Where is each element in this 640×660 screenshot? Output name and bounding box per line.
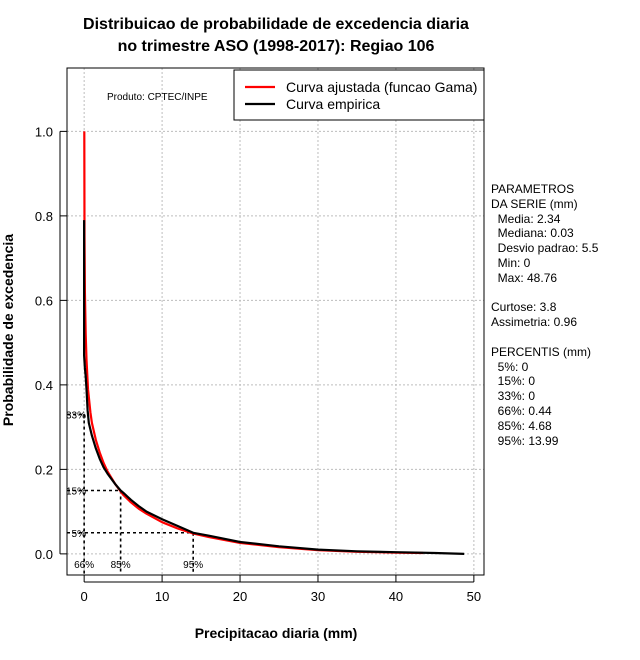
x-tick-label: 30 — [311, 589, 325, 604]
x-tick-label: 50 — [467, 589, 481, 604]
percentile-value-label: 66% — [74, 560, 94, 571]
panel-line: 15%: 0 — [491, 374, 536, 389]
y-tick-label: 1.0 — [35, 124, 53, 139]
panel-line: PERCENTIS (mm) — [491, 344, 591, 359]
panel-line: Media: 2.34 — [491, 211, 561, 226]
y-tick-label: 0.6 — [35, 293, 53, 308]
percentile-prob-label: 33% — [66, 410, 86, 421]
panel-line — [491, 330, 598, 345]
percentile-prob-label: 15% — [66, 487, 86, 498]
product-note: Produto: CPTEC/INPE — [107, 92, 208, 103]
y-axis-title: Probabilidade de excedencia — [0, 234, 16, 426]
panel-line: 5%: 0 — [491, 359, 529, 374]
x-tick-label: 0 — [81, 589, 88, 604]
series-parameters-panel: PARAMETROS DA SERIE (mm) Media: 2.34 Med… — [491, 182, 598, 448]
series-lines — [82, 131, 465, 555]
percentile-markers: 33% 66% 15% 85% 5% 95% — [66, 410, 203, 575]
panel-line: Assimetria: 0.96 — [491, 315, 578, 330]
x-tick-label: 10 — [155, 589, 169, 604]
panel-line: Max: 48.76 — [491, 270, 558, 285]
y-tick-label: 0.4 — [35, 378, 53, 393]
panel-line: Desvio padrao: 5.5 — [491, 241, 599, 256]
percentile-value-label: 85% — [111, 560, 131, 571]
plot-frame — [66, 67, 485, 576]
panel-line: PARAMETROS — [491, 182, 575, 196]
legend: Curva ajustada (funcao Gama) Curva empir… — [233, 69, 485, 121]
panel-line: 85%: 4.68 — [491, 418, 552, 433]
y-axis: 0.0 0.2 0.4 0.6 0.8 1.0 — [35, 124, 67, 562]
grid — [67, 68, 484, 575]
series-line-fitted — [83, 131, 424, 555]
panel-line: 33%: 0 — [491, 389, 536, 404]
panel-line — [491, 286, 598, 301]
x-tick-label: 40 — [389, 589, 403, 604]
legend-label-fitted: Curva ajustada (funcao Gama) — [286, 79, 477, 95]
chart-title-line2: no trimestre ASO (1998-2017): Regiao 106 — [118, 38, 435, 55]
panel-line: 95%: 13.99 — [491, 433, 559, 448]
x-axis-title: Precipitacao diaria (mm) — [195, 625, 358, 641]
percentile-value-label: 95% — [183, 560, 203, 571]
y-tick-label: 0.2 — [35, 462, 53, 477]
x-axis: 0 10 20 30 40 50 — [81, 575, 481, 604]
panel-line: Mediana: 0.03 — [491, 226, 574, 241]
legend-box — [233, 69, 485, 121]
series-line-empirical — [82, 220, 465, 555]
panel-line: DA SERIE (mm) — [491, 196, 578, 211]
y-tick-label: 0.0 — [35, 547, 53, 562]
panel-line: Curtose: 3.8 — [491, 300, 557, 315]
chart-title-line1: Distribuicao de probabilidade de exceden… — [83, 16, 469, 33]
panel-line: 66%: 0.44 — [491, 403, 552, 418]
percentile-prob-label: 5% — [72, 529, 87, 540]
panel-line: Min: 0 — [491, 255, 531, 270]
legend-label-empirical: Curva empirica — [286, 96, 380, 112]
y-tick-label: 0.8 — [35, 209, 53, 224]
x-tick-label: 20 — [233, 589, 247, 604]
